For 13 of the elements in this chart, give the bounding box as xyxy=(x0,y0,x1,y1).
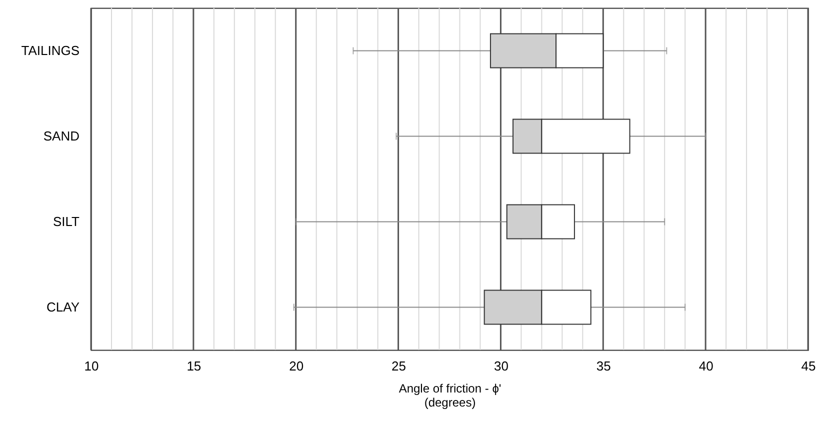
x-tick-label: 35 xyxy=(596,358,611,374)
x-tick-label: 25 xyxy=(392,358,406,374)
x-tick-label: 10 xyxy=(84,358,99,374)
x-tick-label: 45 xyxy=(801,358,816,374)
x-tick-label: 15 xyxy=(186,358,202,374)
x-axis-title: Angle of friction - ϕ' (degrees) xyxy=(398,382,502,410)
y-tick-label: CLAY xyxy=(46,299,80,314)
x-tick-label: 30 xyxy=(494,358,508,374)
y-tick-label: SILT xyxy=(53,214,80,229)
y-tick-label: SAND xyxy=(43,128,80,144)
y-tick-label: TAILINGS xyxy=(21,42,80,58)
x-tick-label: 40 xyxy=(698,358,714,374)
x-tick-label: 20 xyxy=(289,358,304,374)
